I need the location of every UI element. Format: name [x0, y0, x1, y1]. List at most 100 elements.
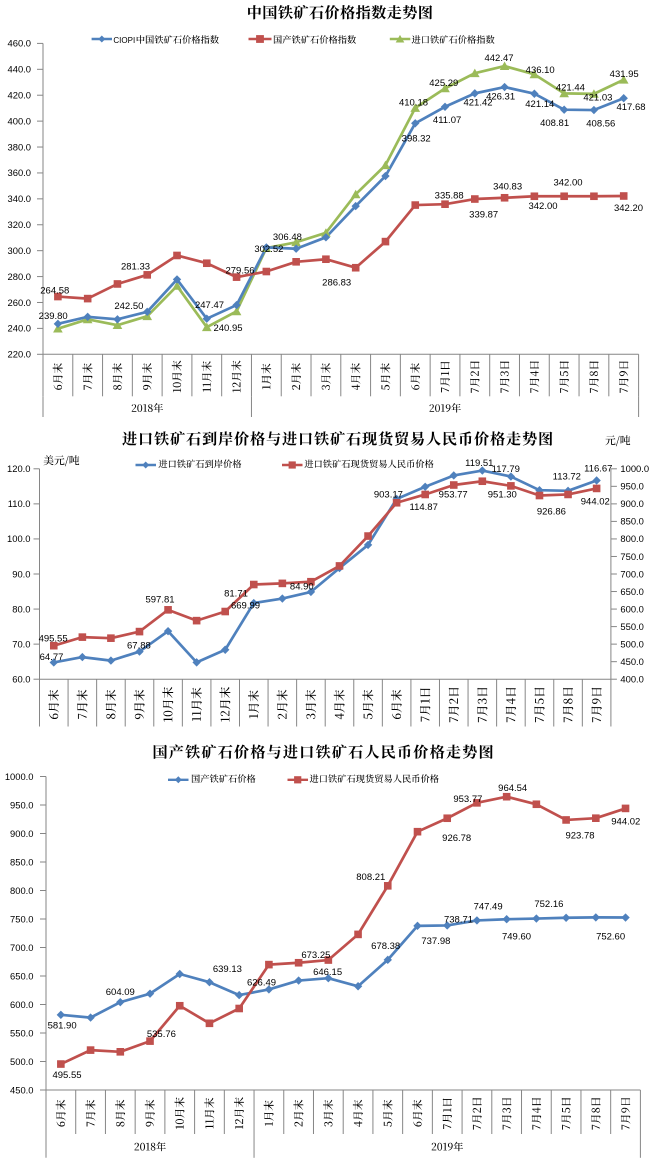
- svg-text:550.0: 550.0: [10, 1027, 33, 1038]
- svg-text:950.0: 950.0: [10, 799, 33, 810]
- svg-text:80.0: 80.0: [12, 603, 30, 614]
- svg-text:550.0: 550.0: [620, 621, 643, 632]
- svg-text:808.21: 808.21: [356, 872, 385, 883]
- svg-text:639.13: 639.13: [213, 964, 242, 975]
- svg-text:964.54: 964.54: [498, 783, 527, 794]
- svg-text:340.0: 340.0: [8, 193, 31, 204]
- svg-text:926.78: 926.78: [442, 833, 471, 844]
- svg-text:114.87: 114.87: [410, 502, 438, 513]
- svg-text:280.0: 280.0: [8, 271, 31, 282]
- svg-text:113.72: 113.72: [553, 471, 581, 482]
- svg-text:342.20: 342.20: [614, 203, 643, 214]
- svg-text:1000.0: 1000.0: [620, 463, 649, 474]
- svg-text:239.80: 239.80: [39, 311, 68, 322]
- svg-text:342.00: 342.00: [553, 177, 582, 188]
- svg-text:900.0: 900.0: [620, 498, 643, 509]
- svg-text:450.0: 450.0: [10, 1084, 33, 1095]
- svg-text:850.0: 850.0: [620, 516, 643, 527]
- svg-text:279.56: 279.56: [225, 265, 254, 276]
- svg-text:752.60: 752.60: [596, 931, 625, 942]
- svg-text:650.0: 650.0: [10, 970, 33, 981]
- svg-text:260.0: 260.0: [8, 297, 31, 308]
- svg-text:421.44: 421.44: [556, 82, 585, 93]
- svg-text:626.49: 626.49: [247, 977, 276, 988]
- svg-text:339.87: 339.87: [469, 210, 498, 221]
- svg-text:500.0: 500.0: [10, 1056, 33, 1067]
- svg-text:737.98: 737.98: [421, 936, 450, 947]
- svg-text:738.71: 738.71: [444, 915, 473, 926]
- svg-text:673.25: 673.25: [301, 950, 330, 961]
- svg-text:286.83: 286.83: [322, 278, 351, 289]
- svg-text:425.29: 425.29: [429, 78, 458, 89]
- svg-text:923.78: 923.78: [565, 830, 594, 841]
- svg-text:581.90: 581.90: [48, 1021, 77, 1032]
- svg-text:117.79: 117.79: [492, 464, 520, 475]
- svg-text:926.86: 926.86: [537, 507, 566, 518]
- svg-text:60.0: 60.0: [12, 674, 30, 685]
- svg-text:116.67: 116.67: [584, 464, 612, 475]
- svg-text:360.0: 360.0: [8, 167, 31, 178]
- svg-text:426.31: 426.31: [486, 92, 515, 103]
- svg-text:110.0: 110.0: [8, 498, 31, 509]
- svg-text:340.83: 340.83: [493, 182, 522, 193]
- svg-text:650.0: 650.0: [620, 586, 643, 597]
- svg-text:398.32: 398.32: [402, 133, 431, 144]
- svg-text:495.55: 495.55: [39, 634, 68, 645]
- svg-text:240.95: 240.95: [213, 323, 242, 334]
- svg-text:411.07: 411.07: [433, 115, 461, 126]
- svg-text:421.03: 421.03: [583, 93, 612, 104]
- svg-text:264.58: 264.58: [40, 286, 69, 297]
- svg-text:410.18: 410.18: [399, 98, 428, 109]
- svg-text:431.95: 431.95: [610, 69, 639, 80]
- svg-text:646.15: 646.15: [313, 967, 342, 978]
- svg-text:220.0: 220.0: [8, 349, 31, 360]
- svg-text:747.49: 747.49: [474, 902, 503, 913]
- svg-text:951.30: 951.30: [488, 489, 517, 500]
- svg-text:950.0: 950.0: [620, 481, 643, 492]
- svg-text:460.0: 460.0: [8, 38, 31, 49]
- svg-text:400.0: 400.0: [620, 674, 643, 685]
- svg-text:535.76: 535.76: [147, 1029, 176, 1040]
- svg-text:600.0: 600.0: [10, 999, 33, 1010]
- svg-text:750.0: 750.0: [10, 913, 33, 924]
- svg-text:81.71: 81.71: [224, 589, 248, 600]
- svg-text:242.50: 242.50: [114, 301, 143, 312]
- svg-text:752.16: 752.16: [534, 899, 563, 910]
- svg-text:953.77: 953.77: [453, 794, 482, 805]
- svg-text:421.14: 421.14: [525, 99, 554, 110]
- svg-text:90.0: 90.0: [12, 568, 30, 579]
- svg-text:597.81: 597.81: [145, 594, 174, 605]
- svg-text:900.0: 900.0: [10, 828, 33, 839]
- svg-text:240.0: 240.0: [8, 323, 31, 334]
- svg-text:420.0: 420.0: [8, 90, 31, 101]
- svg-text:100.0: 100.0: [7, 533, 30, 544]
- svg-text:342.00: 342.00: [528, 201, 557, 212]
- svg-text:1000.0: 1000.0: [5, 771, 34, 782]
- svg-text:64.77: 64.77: [40, 652, 64, 663]
- svg-text:436.10: 436.10: [526, 65, 555, 76]
- svg-text:669.99: 669.99: [231, 600, 260, 611]
- svg-text:800.0: 800.0: [620, 533, 643, 544]
- svg-text:380.0: 380.0: [8, 141, 31, 152]
- svg-text:67.88: 67.88: [127, 640, 151, 651]
- svg-text:800.0: 800.0: [10, 885, 33, 896]
- svg-text:408.81: 408.81: [540, 118, 569, 129]
- svg-text:247.47: 247.47: [195, 300, 224, 311]
- svg-text:495.55: 495.55: [52, 1070, 81, 1081]
- svg-text:335.88: 335.88: [435, 190, 464, 201]
- svg-text:678.38: 678.38: [371, 941, 400, 952]
- svg-text:320.0: 320.0: [8, 219, 31, 230]
- svg-text:700.0: 700.0: [620, 568, 643, 579]
- svg-text:300.0: 300.0: [8, 245, 31, 256]
- svg-text:440.0: 440.0: [8, 64, 31, 75]
- svg-text:850.0: 850.0: [10, 856, 33, 867]
- svg-text:417.68: 417.68: [616, 102, 645, 113]
- svg-text:953.77: 953.77: [439, 489, 468, 500]
- svg-text:749.60: 749.60: [502, 931, 531, 942]
- svg-text:903.17: 903.17: [374, 490, 403, 501]
- svg-text:306.48: 306.48: [273, 232, 302, 243]
- svg-text:944.02: 944.02: [581, 496, 610, 507]
- svg-text:450.0: 450.0: [620, 656, 643, 667]
- svg-text:944.02: 944.02: [611, 816, 640, 827]
- svg-text:408.56: 408.56: [586, 118, 615, 129]
